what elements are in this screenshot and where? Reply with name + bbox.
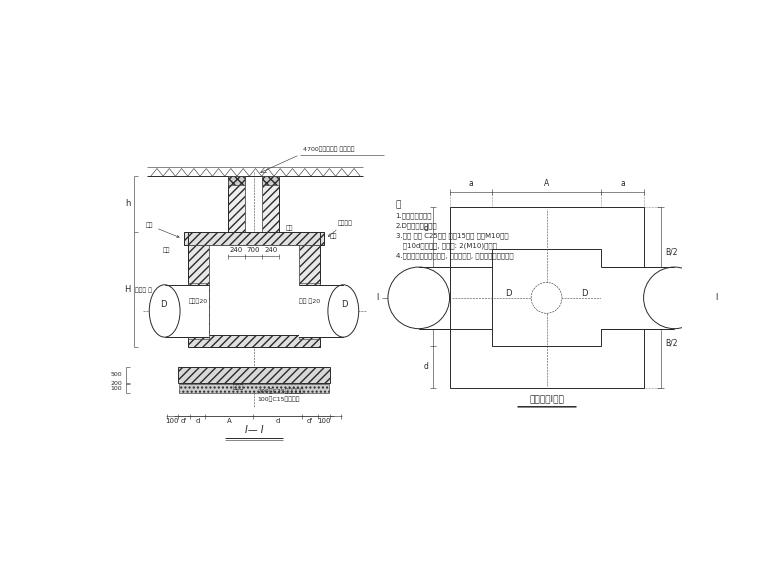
Text: l: l <box>376 294 378 302</box>
Text: 100: 100 <box>166 418 179 425</box>
Text: 100: 100 <box>111 386 122 391</box>
Bar <box>262 176 280 185</box>
Text: 200: 200 <box>110 381 122 386</box>
Bar <box>188 283 209 339</box>
Text: 活盖: 活盖 <box>329 233 337 239</box>
Text: 200厚C25钢筋混凝派: 200厚C25钢筋混凝派 <box>258 389 304 394</box>
Text: 接口: 接口 <box>163 247 170 253</box>
Text: d: d <box>424 293 429 302</box>
Text: D: D <box>341 300 348 310</box>
Text: 活榫: 活榫 <box>286 226 293 231</box>
Bar <box>419 267 451 329</box>
Bar <box>228 176 245 185</box>
Bar <box>299 283 320 339</box>
Bar <box>450 207 644 388</box>
Text: h: h <box>125 200 131 209</box>
Text: 700: 700 <box>247 247 261 254</box>
Text: 盖板 厚20: 盖板 厚20 <box>299 299 320 304</box>
Text: 平面图（I图）: 平面图（I图） <box>529 395 564 404</box>
Text: 圆截面20: 圆截面20 <box>189 299 208 304</box>
Text: 4.地基基础并在土面后阻, 应符标准制, 专属绑扎钢筋图纸。: 4.地基基础并在土面后阻, 应符标准制, 专属绑扎钢筋图纸。 <box>396 253 513 259</box>
Bar <box>188 246 209 347</box>
Text: A: A <box>227 418 232 425</box>
Bar <box>178 367 330 382</box>
Ellipse shape <box>149 285 180 337</box>
Text: a: a <box>620 179 625 188</box>
Bar <box>165 285 209 337</box>
Bar <box>492 249 601 345</box>
Text: H: H <box>125 285 131 294</box>
Text: 240: 240 <box>230 247 243 254</box>
Text: 钢10d绑扎钢筋, 锚固距: 2(M10)钢筋。: 钢10d绑扎钢筋, 锚固距: 2(M10)钢筋。 <box>396 243 496 250</box>
Text: A: A <box>544 179 549 188</box>
Text: d': d' <box>181 418 187 425</box>
Bar <box>299 246 320 347</box>
Text: 100: 100 <box>318 418 331 425</box>
Bar <box>209 246 299 347</box>
Text: 活动半 部: 活动半 部 <box>135 287 151 293</box>
Circle shape <box>531 283 562 314</box>
Text: d: d <box>424 363 429 371</box>
Text: 压三角木: 压三角木 <box>328 220 353 237</box>
Text: a: a <box>468 179 473 188</box>
Bar <box>188 335 320 347</box>
Text: d: d <box>195 418 200 425</box>
Bar <box>184 231 324 246</box>
Text: D: D <box>160 300 166 310</box>
Text: 4700钢钢制盖板 钢制盖板: 4700钢钢制盖板 钢制盖板 <box>303 146 354 152</box>
Text: 500: 500 <box>111 372 122 377</box>
Text: d: d <box>276 418 280 425</box>
Text: 注: 注 <box>396 200 401 209</box>
Text: D: D <box>581 290 587 298</box>
Bar <box>245 176 262 246</box>
Text: I— I: I— I <box>245 425 263 435</box>
Text: B: B <box>423 294 429 302</box>
Bar <box>299 285 344 337</box>
Text: 2.D排管直径管径。: 2.D排管直径管径。 <box>396 223 437 229</box>
Circle shape <box>388 267 450 329</box>
Text: 垫层垫: 垫层垫 <box>233 384 244 390</box>
Text: 240: 240 <box>264 247 277 254</box>
Text: 3.钢筋 混凝 C25钢筋 水泥15钢筋 集料M10砂。: 3.钢筋 混凝 C25钢筋 水泥15钢筋 集料M10砂。 <box>396 233 508 239</box>
Text: d': d' <box>307 418 313 425</box>
Bar <box>601 267 675 329</box>
Text: 接缝: 接缝 <box>146 222 179 238</box>
Text: 100厚C15素混凝垫: 100厚C15素混凝垫 <box>258 397 300 402</box>
Bar <box>179 384 328 393</box>
Bar <box>228 176 245 246</box>
Text: B/2: B/2 <box>665 248 678 257</box>
Text: D: D <box>505 290 512 298</box>
Circle shape <box>644 267 705 329</box>
Text: l: l <box>715 294 717 302</box>
Text: 1.尺寸以毫米计。: 1.尺寸以毫米计。 <box>396 213 432 219</box>
Bar <box>262 176 280 246</box>
Ellipse shape <box>328 285 359 337</box>
Text: d: d <box>424 223 429 233</box>
Text: B/2: B/2 <box>665 339 678 347</box>
